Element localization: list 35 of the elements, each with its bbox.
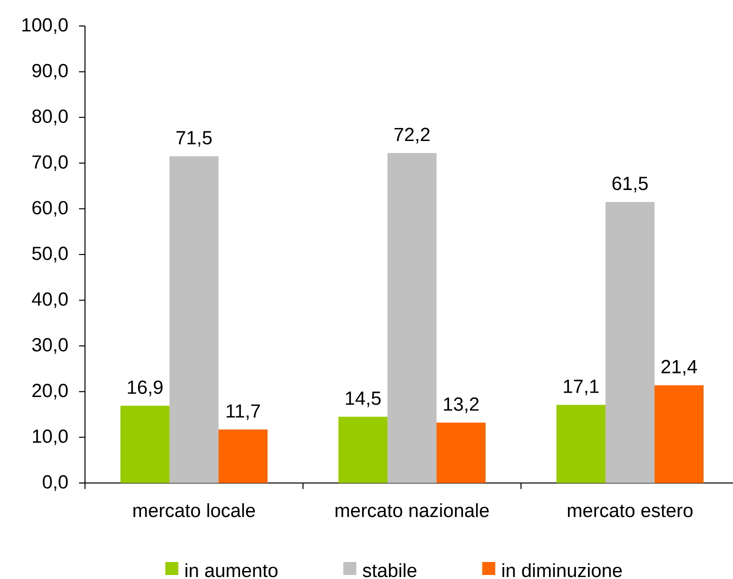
- y-tick-label: 50,0: [32, 246, 68, 262]
- bar: [556, 404, 606, 483]
- y-tick-label: 100,0: [22, 18, 68, 34]
- data-label: 16,9: [128, 380, 163, 396]
- legend-label: stabile: [362, 563, 416, 578]
- y-tick-label: 90,0: [32, 64, 68, 80]
- bar: [169, 156, 219, 483]
- bar: [387, 153, 437, 483]
- data-label: 14,5: [346, 392, 381, 408]
- y-tick-label: 10,0: [32, 429, 68, 446]
- data-label: 72,2: [394, 128, 430, 144]
- x-tick-label: mercato locale: [133, 503, 255, 518]
- bar: [218, 430, 268, 483]
- y-tick-label: 70,0: [32, 155, 68, 171]
- legend-label: in aumento: [186, 563, 278, 578]
- legend-label: in diminuzione: [502, 563, 622, 578]
- bar: [338, 416, 388, 483]
- bar: [120, 406, 170, 483]
- y-tick-label: 0,0: [42, 475, 68, 491]
- x-tick-label: mercato nazionale: [336, 503, 489, 518]
- x-tick-label: mercato estero: [568, 504, 693, 518]
- y-tick-label: 80,0: [32, 110, 68, 126]
- bar: [605, 202, 655, 483]
- y-tick-label: 30,0: [32, 338, 68, 354]
- data-label: 21,4: [662, 360, 697, 376]
- y-tick-label: 60,0: [32, 200, 68, 217]
- data-label: 61,5: [612, 176, 648, 192]
- data-label: 71,5: [176, 131, 212, 147]
- y-tick-label: 40,0: [32, 292, 68, 308]
- data-label: 11,7: [226, 404, 260, 420]
- data-label: 17,1: [564, 380, 599, 396]
- data-label: 13,2: [444, 397, 479, 414]
- y-tick-label: 20,0: [32, 384, 68, 400]
- bar: [436, 422, 486, 483]
- bar: [654, 385, 704, 483]
